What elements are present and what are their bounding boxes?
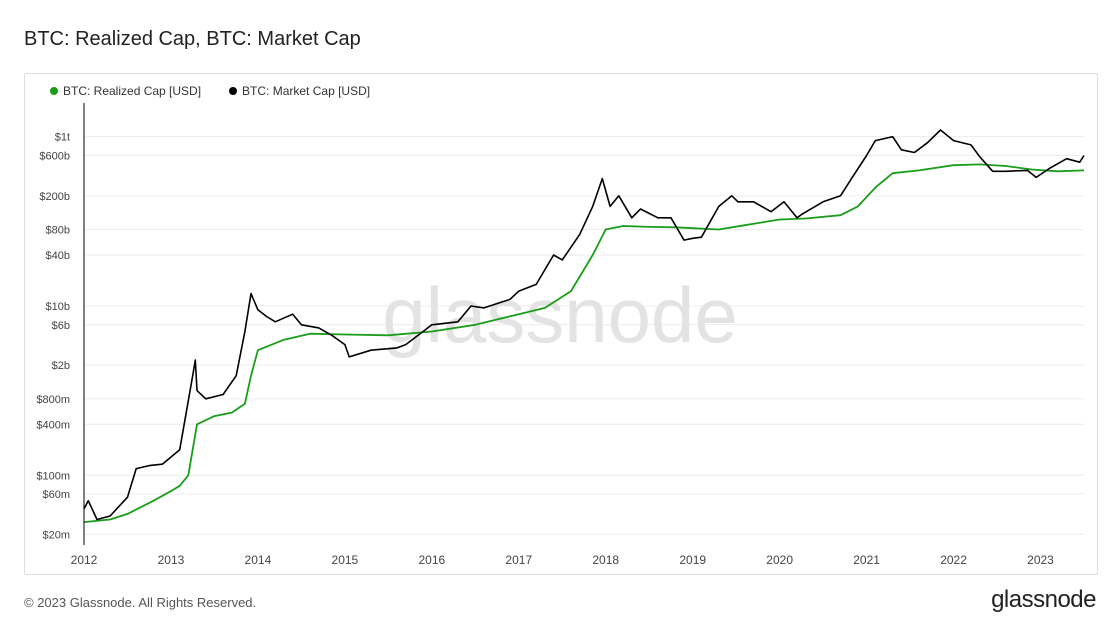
x-tick-label: 2017 [505, 553, 532, 567]
copyright-footer: © 2023 Glassnode. All Rights Reserved. [24, 595, 257, 610]
y-tick-label: $800m [36, 394, 70, 406]
x-tick-layer: 2012 2013 2014 2015 2016 2017 2018 2019 2020 2021… [71, 553, 1055, 567]
x-tick-label: 2023 [1027, 553, 1054, 567]
x-tick-label: 2012 [71, 553, 98, 567]
y-tick-label: $600b [39, 150, 70, 162]
series-line-realized-cap[interactable] [83, 163, 1085, 523]
watermark: glassnode [382, 271, 738, 359]
legend-dot-market-cap [229, 87, 238, 95]
y-tick-label: $6b [52, 320, 70, 332]
grid-layer [84, 136, 1084, 535]
x-tick-label: 2015 [332, 553, 359, 567]
x-tick-label: 2021 [853, 553, 880, 567]
legend-item-market-cap[interactable]: BTC: Market Cap [USD] [229, 84, 370, 98]
x-tick-label: 2022 [940, 553, 967, 567]
x-tick-label: 2020 [766, 553, 793, 567]
y-tick-label: $1t [55, 132, 70, 144]
y-tick-label: $60m [42, 489, 70, 501]
chart-panel [24, 73, 1098, 575]
series-line-market-cap[interactable] [83, 129, 1085, 521]
x-tick-label: 2019 [679, 553, 706, 567]
legend-dot-realized-cap [50, 87, 58, 95]
y-tick-label: $400m [36, 419, 70, 431]
y-tick-label: $10b [46, 301, 70, 313]
chart-title: BTC: Realized Cap, BTC: Market Cap [24, 28, 361, 50]
y-tick-label: $80b [46, 225, 70, 237]
x-tick-label: 2018 [592, 553, 619, 567]
y-tick-label: $200b [39, 191, 70, 203]
legend-label-market-cap: BTC: Market Cap [USD] [242, 84, 371, 98]
x-tick-label: 2016 [418, 553, 445, 567]
y-tick-layer: $20m $60m $100m $400m $800m $2b $6b $10b $40b $80… [36, 132, 70, 542]
x-tick-label: 2013 [158, 553, 185, 567]
legend-item-realized-cap[interactable]: BTC: Realized Cap [USD] [50, 84, 201, 98]
y-tick-label: $2b [52, 360, 70, 372]
series-layer [83, 129, 1085, 523]
x-tick-label: 2014 [245, 553, 272, 567]
y-tick-label: $20m [42, 529, 70, 541]
y-tick-label: $40b [46, 250, 70, 262]
brand-logo[interactable]: glassnode [991, 586, 1096, 613]
legend-label-realized-cap: BTC: Realized Cap [USD] [63, 84, 202, 98]
y-tick-label: $100m [36, 470, 70, 482]
chart-legend: BTC: Realized Cap [USD] BTC: Market Cap … [50, 84, 370, 98]
